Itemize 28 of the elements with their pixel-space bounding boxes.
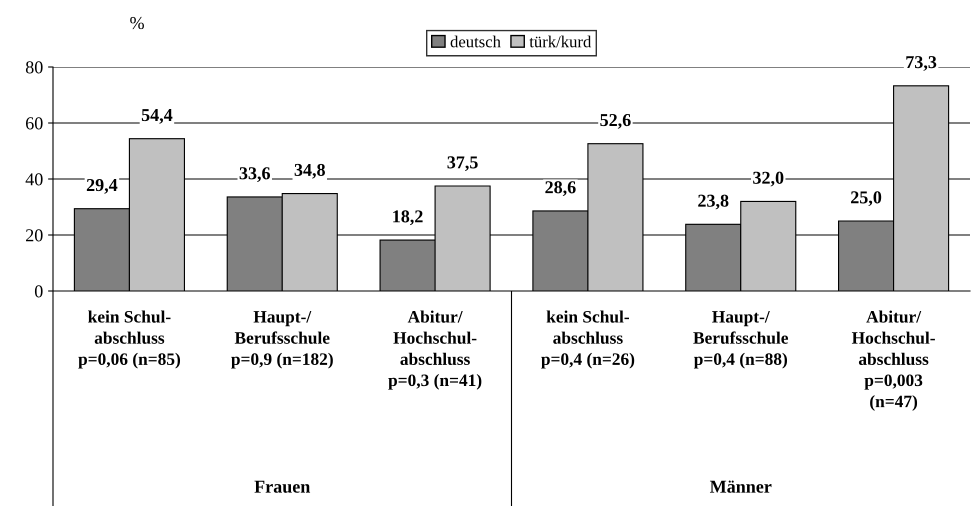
x-tick-label: kein Schul- abschluss p=0,06 (n=85) <box>78 310 180 369</box>
y-tick-label: 40 <box>26 173 43 186</box>
legend-label: deutsch <box>450 36 501 48</box>
data-label: 34,8 <box>294 164 325 179</box>
data-label: 33,6 <box>240 167 270 182</box>
data-label: 54,4 <box>142 109 172 124</box>
y-tick-label: 20 <box>26 229 43 242</box>
y-tick-label: 60 <box>26 117 43 130</box>
data-label: 29,4 <box>86 178 118 194</box>
y-axis-title: % <box>130 16 144 30</box>
data-label: 25,0 <box>851 191 882 206</box>
x-tick-label: Abitur/ Hochschul- abschluss p=0,3 (n=41) <box>388 310 482 390</box>
data-label: 52,6 <box>600 114 631 129</box>
text: Frauen <box>254 480 310 493</box>
data-label: 18,2 <box>393 210 423 226</box>
x-tick-label: Haupt-/ Berufsschule p=0,9 (n=182) <box>231 311 333 369</box>
y-tick-label: 80 <box>26 61 43 74</box>
legend-label: türk/kurd <box>529 36 592 48</box>
data-label: 73,3 <box>906 56 936 71</box>
data-label: 23,8 <box>698 194 728 210</box>
x-tick-label: Abitur/ Hochschul- abschluss p=0,003 (n=47) <box>852 310 935 411</box>
x-tick-label: kein Schul- abschluss p=0,4 (n=26) <box>541 310 634 369</box>
data-label: 37,5 <box>447 156 478 172</box>
x-tick-label: Haupt-/ Berufsschule p=0,4 (n=88) <box>693 311 788 369</box>
data-label: 28,6 <box>545 181 576 196</box>
data-label: 32,0 <box>753 172 784 186</box>
y-tick-label: 0 <box>34 285 43 298</box>
text: Männer <box>710 480 772 493</box>
